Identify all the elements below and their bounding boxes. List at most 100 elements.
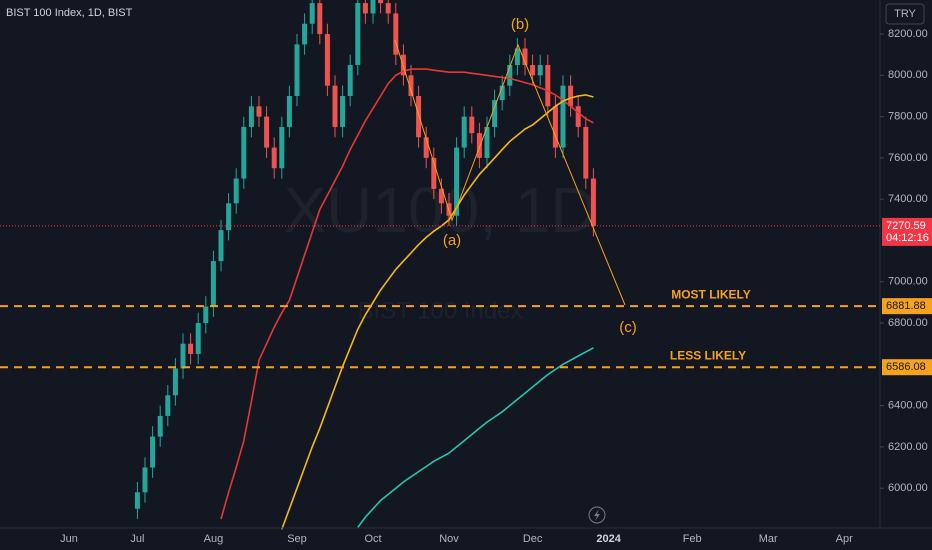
candle-body [537,65,543,76]
candle-body [233,178,239,204]
level-price-box [882,298,932,315]
candle-body [264,116,270,148]
y-tick-label: 7000.00 [888,276,928,288]
candle-body [370,0,376,14]
chart-title: BIST 100 Index, 1D, BIST [6,7,133,19]
candle-body [203,306,209,324]
wave-label: (a) [443,232,461,249]
lightning-icon[interactable] [588,506,606,524]
x-tick-label: Nov [439,533,459,545]
candle-body [332,85,338,127]
candle-body [180,343,186,369]
candle-body [575,106,581,127]
candle-body [393,13,399,55]
candle-body [309,3,315,24]
x-tick-label: Mar [759,533,778,545]
candle-body [355,3,361,66]
y-tick-label: 8200.00 [888,28,928,40]
candle-body [522,48,528,66]
level-label: LESS LIKELY [670,348,746,362]
wave-label: (b) [511,16,529,33]
candle-body [499,85,505,101]
x-tick-label: 2024 [596,533,621,545]
watermark-name: BIST 100 Index [358,297,523,324]
y-tick-label: 7400.00 [888,193,928,205]
moving-average [220,68,594,520]
x-tick-label: Sep [287,533,307,545]
candle-body [134,492,140,509]
price: 7270.59 [886,220,926,232]
candle-body [530,65,536,76]
candle-body [416,95,422,138]
x-tick-label: Dec [523,533,543,545]
wave-line [394,39,626,306]
candle-body [241,126,247,179]
candle-body [188,343,194,354]
moving-average [281,94,594,530]
candle-body [226,203,232,231]
candle-body [362,3,368,14]
candle-body [324,34,330,86]
level-price-box [882,359,932,376]
y-tick-label: 7800.00 [888,111,928,123]
level-price: 6586.08 [886,361,926,373]
y-tick-label: 8000.00 [888,69,928,81]
moving-average [357,347,594,528]
candle-body [590,178,596,226]
y-tick-label: 6200.00 [888,441,928,453]
candle-body [271,147,277,169]
countdown: 04:12:16 [886,232,929,244]
candle-body [248,106,254,127]
candle-body [545,65,551,107]
candle-body [431,157,437,189]
candle-body [492,100,498,127]
candle-body [150,436,156,468]
candle-body [378,0,384,4]
x-tick-label: Aug [204,533,224,545]
candle-body [210,261,216,307]
candle-body [423,137,429,158]
x-tick-label: Jun [60,533,78,545]
wave-label: (c) [619,319,637,336]
candle-body [294,44,300,96]
candle-body [142,467,148,493]
candle-body [165,395,171,416]
x-tick-label: Jul [130,533,144,545]
candle-body [408,75,414,96]
level-label: MOST LIKELY [671,287,751,301]
candle-body [568,85,574,107]
candle-body [461,116,467,148]
candle-body [385,3,391,14]
candle-body [469,116,475,134]
candle-body [302,23,308,45]
y-tick-label: 6400.00 [888,400,928,412]
candle-body [347,65,353,96]
price-box [882,217,932,246]
currency-box[interactable] [885,3,925,25]
candle-body [172,368,178,396]
y-tick-label: 6800.00 [888,317,928,329]
x-tick-label: Feb [683,533,702,545]
candle-body [340,95,346,127]
level-price: 6881.88 [886,300,926,312]
watermark-symbol: XU100, 1D [283,174,596,246]
candle-body [317,3,323,35]
candle-body [514,48,520,66]
candle-body [279,126,285,169]
y-tick-label: 6000.00 [888,482,928,494]
candle-body [454,147,460,216]
candle-body [484,126,490,158]
candle-body [552,106,558,148]
x-tick-label: Apr [836,533,853,545]
candle-body [438,188,444,204]
currency: TRY [894,8,916,20]
candle-body [507,65,513,86]
x-tick-label: Oct [364,533,381,545]
candle-body [256,106,262,117]
candle-body [560,85,566,148]
candle-body [195,323,201,354]
candle-body [157,415,163,437]
